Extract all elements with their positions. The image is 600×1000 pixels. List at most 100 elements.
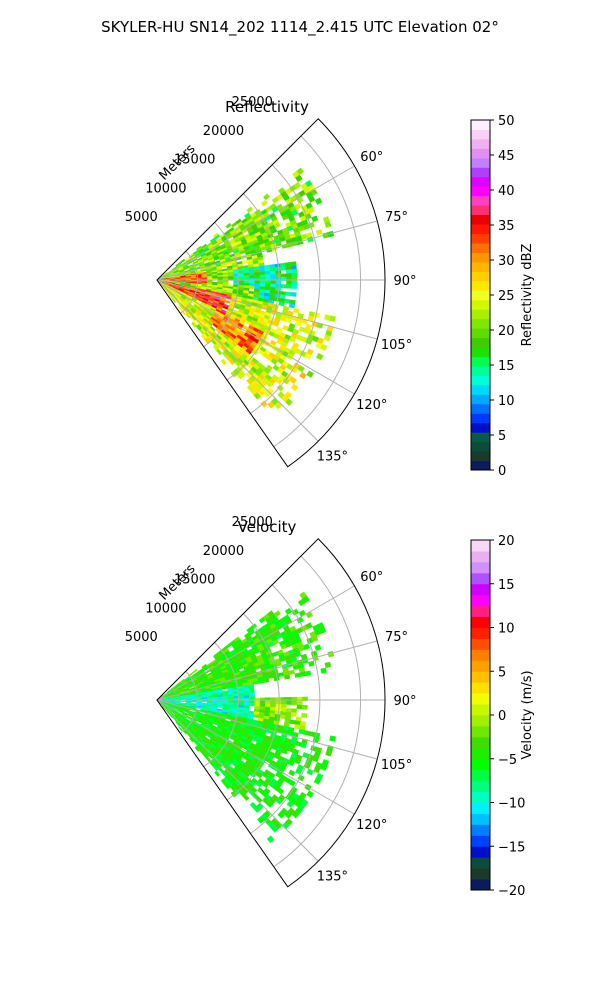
radar-gate: [222, 696, 229, 699]
colorbar-tick-label: −5: [498, 753, 517, 768]
colorbar-segment: [471, 758, 490, 771]
radial-tick-label: 20000: [203, 544, 244, 559]
colorbar-segment: [471, 572, 490, 585]
radar-gate: [291, 708, 297, 713]
radar-gate: [280, 266, 287, 271]
colorbar-segment: [471, 561, 490, 574]
radar-gate: [263, 678, 270, 683]
radar-gate: [275, 287, 282, 292]
range-ring: [250, 584, 321, 834]
colorbar-segment: [471, 846, 490, 858]
radar-gate: [285, 398, 293, 406]
radar-gate: [296, 700, 303, 706]
radar-gate: [301, 713, 308, 719]
radar-gate: [285, 291, 292, 297]
radar-gate: [201, 700, 208, 702]
radar-gate: [225, 222, 232, 229]
radar-gate: [296, 704, 303, 710]
radar-gate: [217, 705, 223, 708]
radar-gate: [291, 810, 300, 819]
azimuth-tick-label: 120°: [356, 818, 387, 833]
radar-gate: [228, 358, 235, 366]
colorbar-segment: [471, 299, 490, 310]
colorbar-segment: [471, 540, 490, 552]
radar-gate: [224, 299, 231, 304]
colorbar-tick-label: −15: [498, 840, 525, 855]
radial-tick-label: 10000: [145, 181, 186, 196]
radar-gate: [259, 700, 266, 704]
radar-gate: [185, 313, 191, 319]
colorbar-segment: [471, 802, 490, 814]
radar-gate: [285, 262, 292, 267]
radar-gate: [249, 703, 255, 707]
radar-gate: [270, 270, 276, 275]
radar-gate: [325, 749, 333, 757]
colorbar-segment: [471, 649, 490, 661]
radar-gate: [291, 700, 298, 706]
radar-gate: [275, 703, 282, 708]
radar-gate: [259, 280, 266, 284]
colorbar: −20 −15 −10 −5 0 5 10 15 20 Velocity (m/s): [470, 534, 535, 899]
colorbar-segment: [471, 594, 490, 607]
colorbar-segment: [471, 138, 490, 149]
radar-gate: [290, 261, 297, 267]
radar-gate: [265, 800, 274, 808]
radar-gate: [264, 271, 271, 275]
radar-gate: [291, 280, 298, 286]
azimuth-tick-label: 60°: [360, 150, 383, 165]
radar-gate: [291, 269, 298, 274]
radial-tick-label: 5000: [125, 630, 158, 645]
radar-gate: [254, 271, 261, 276]
colorbar-segment: [471, 660, 490, 672]
colorbar-segment: [471, 422, 490, 433]
radar-gate: [275, 707, 282, 712]
colorbar-segment: [471, 252, 490, 263]
colorbar-tick-label: 10: [498, 622, 515, 637]
radar-gate: [278, 672, 285, 677]
radar-gate: [230, 370, 238, 378]
radar-gate: [168, 713, 173, 719]
colorbar-segment: [471, 460, 490, 471]
azimuth-spoke: [156, 640, 378, 701]
panel-title: Reflectivity: [225, 98, 309, 116]
radar-gate: [243, 700, 250, 704]
radar-gate: [311, 635, 319, 643]
radar-gate: [238, 695, 245, 699]
colorbar-segment: [471, 337, 490, 348]
colorbar-segment: [471, 769, 490, 782]
radar-gate: [273, 610, 281, 618]
radar-gate: [313, 777, 322, 785]
colorbar-label: Reflectivity dBZ: [520, 244, 535, 347]
radar-gate: [324, 221, 332, 228]
radar-gate: [251, 348, 259, 356]
colorbar-segment: [471, 704, 490, 716]
radar-gate: [291, 284, 298, 289]
radar-gate: [238, 700, 245, 704]
radar-gate: [220, 358, 227, 366]
colorbar-segment: [471, 682, 490, 694]
radar-gate: [216, 348, 223, 356]
radar-gate: [285, 265, 292, 271]
colorbar-segment: [471, 736, 490, 749]
azimuth-tick-label: 135°: [317, 869, 348, 884]
colorbar-segment: [471, 583, 490, 596]
azimuth-spoke: [156, 585, 355, 701]
radar-gate: [171, 297, 176, 303]
radar-gate: [275, 700, 282, 705]
radar-gate: [286, 284, 292, 289]
radar-gate: [238, 693, 245, 697]
radar-gate: [246, 206, 253, 213]
radar-gate: [304, 352, 312, 360]
colorbar-segment: [471, 432, 490, 443]
radar-gate: [249, 280, 255, 284]
radar-gate: [285, 269, 292, 274]
radar-gate: [298, 729, 305, 735]
radar-gate: [296, 167, 305, 176]
radar-gate: [314, 644, 322, 651]
radar-gate: [241, 259, 248, 264]
radar-gate: [285, 707, 292, 713]
radar-gate: [319, 626, 327, 634]
colorbar-segment: [471, 616, 490, 628]
reflectivity-panel: Reflectivity 5000 10000 15000 20000 25000 60° 7…: [125, 95, 535, 479]
radar-gate: [243, 272, 250, 276]
